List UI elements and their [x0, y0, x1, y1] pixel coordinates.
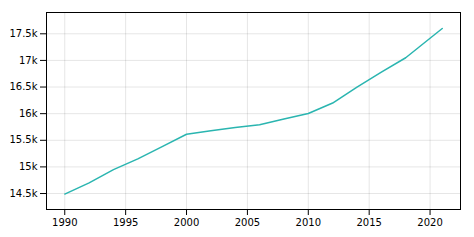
svg-text:17k: 17k — [19, 55, 38, 66]
svg-text:1995: 1995 — [113, 217, 138, 228]
svg-text:16k: 16k — [19, 108, 38, 119]
svg-text:15.5k: 15.5k — [9, 134, 37, 145]
svg-text:15k: 15k — [19, 161, 38, 172]
svg-text:1990: 1990 — [52, 217, 77, 228]
svg-text:17.5k: 17.5k — [9, 28, 37, 39]
svg-text:14.5k: 14.5k — [9, 188, 37, 199]
svg-text:2005: 2005 — [235, 217, 260, 228]
svg-text:2000: 2000 — [174, 217, 199, 228]
svg-text:2015: 2015 — [356, 217, 381, 228]
svg-text:2010: 2010 — [296, 217, 321, 228]
svg-text:16.5k: 16.5k — [9, 81, 37, 92]
svg-text:2020: 2020 — [417, 217, 442, 228]
